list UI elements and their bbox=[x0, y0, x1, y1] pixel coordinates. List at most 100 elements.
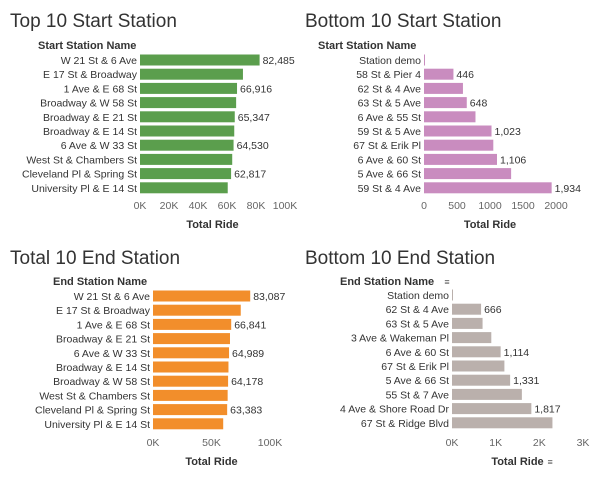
category-label: 67 St & Erik Pl bbox=[381, 361, 449, 373]
category-label: E 17 St & Broadway bbox=[43, 69, 138, 81]
bar[interactable] bbox=[452, 403, 532, 415]
panel-top-start: Top 10 Start Station Start Station Name W… bbox=[0, 0, 300, 240]
bar[interactable] bbox=[140, 153, 233, 165]
bar[interactable] bbox=[140, 125, 235, 137]
category-label: University Pl & E 14 St bbox=[31, 183, 137, 195]
bar[interactable] bbox=[140, 97, 237, 109]
chart-bottom-end: End Station Name ≡ Station demo 62 St & 4 A… bbox=[340, 276, 589, 468]
category-label: Broadway & W 58 St bbox=[40, 98, 137, 110]
bar[interactable] bbox=[424, 82, 463, 94]
bar[interactable] bbox=[452, 317, 483, 329]
x-tick-label: 1000 bbox=[478, 200, 502, 212]
category-label: 4 Ave & Shore Road Dr bbox=[340, 404, 449, 416]
category-header: Start Station Name bbox=[318, 40, 416, 52]
category-label: Broadway & E 14 St bbox=[56, 362, 150, 374]
data-label: 648 bbox=[470, 98, 488, 110]
bar[interactable] bbox=[452, 346, 501, 358]
bar[interactable] bbox=[140, 82, 238, 94]
bar[interactable] bbox=[424, 97, 467, 109]
category-label: 59 St & 4 Ave bbox=[358, 183, 422, 195]
bar[interactable] bbox=[452, 289, 453, 301]
bar[interactable] bbox=[153, 418, 224, 430]
data-label: 1,106 bbox=[500, 154, 526, 166]
data-label: 64,178 bbox=[231, 376, 263, 388]
category-label: 1 Ave & E 68 St bbox=[77, 319, 150, 331]
bar[interactable] bbox=[140, 68, 243, 80]
category-label: Broadway & E 21 St bbox=[43, 112, 137, 124]
bar[interactable] bbox=[140, 139, 234, 151]
bar[interactable] bbox=[153, 375, 229, 387]
category-label: Broadway & E 21 St bbox=[56, 334, 150, 346]
bar[interactable] bbox=[424, 111, 476, 123]
bar[interactable] bbox=[452, 374, 511, 386]
chart-title: Bottom 10 End Station bbox=[305, 248, 496, 269]
x-tick-label: 0K bbox=[446, 437, 459, 449]
bar[interactable] bbox=[140, 111, 235, 123]
category-label: 6 Ave & W 33 St bbox=[74, 348, 150, 360]
bar[interactable] bbox=[452, 303, 482, 315]
bar[interactable] bbox=[424, 168, 512, 180]
bar[interactable] bbox=[452, 332, 492, 344]
panel-bottom-start: Bottom 10 Start Station Start Station Na… bbox=[300, 0, 608, 240]
bar[interactable] bbox=[153, 304, 241, 316]
x-tick-label: 2K bbox=[533, 437, 546, 449]
bar[interactable] bbox=[153, 347, 230, 359]
category-label: West St & Chambers St bbox=[26, 154, 137, 166]
category-label: 6 Ave & 60 St bbox=[386, 347, 450, 359]
bar[interactable] bbox=[140, 182, 228, 194]
x-axis-label: Total Ride bbox=[491, 456, 543, 468]
category-header: Start Station Name bbox=[38, 40, 136, 52]
category-label: W 21 St & 6 Ave bbox=[74, 291, 150, 303]
x-tick-label: 20K bbox=[160, 200, 179, 212]
category-label: 3 Ave & Wakeman Pl bbox=[351, 333, 449, 345]
category-label: 5 Ave & 66 St bbox=[358, 169, 422, 181]
bar[interactable] bbox=[153, 361, 229, 373]
bar[interactable] bbox=[424, 54, 425, 66]
bar[interactable] bbox=[153, 290, 251, 302]
x-tick-label: 0K bbox=[134, 200, 147, 212]
panel-bottom-end: Bottom 10 End Station End Station Name ≡ S… bbox=[300, 240, 608, 482]
chart-top-end: End Station Name W 21 St & 6 Ave 83,087 E 1… bbox=[35, 276, 285, 468]
bar[interactable] bbox=[424, 139, 494, 151]
bar[interactable] bbox=[153, 318, 232, 330]
category-label: 6 Ave & 55 St bbox=[358, 112, 422, 124]
data-label: 1,114 bbox=[504, 347, 530, 359]
bar[interactable] bbox=[153, 333, 230, 345]
category-label: 63 St & 5 Ave bbox=[386, 318, 450, 330]
x-tick-label: 2000 bbox=[544, 200, 568, 212]
x-tick-label: 1500 bbox=[511, 200, 535, 212]
data-label: 62,817 bbox=[234, 169, 266, 181]
data-label: 82,485 bbox=[263, 55, 295, 67]
bar[interactable] bbox=[424, 125, 492, 137]
bar[interactable] bbox=[452, 388, 522, 400]
bar[interactable] bbox=[153, 404, 228, 416]
category-label: 55 St & 7 Ave bbox=[386, 389, 450, 401]
bar[interactable] bbox=[140, 168, 232, 180]
chart-bottom-start: Start Station Name Station demo 58 St & Pi… bbox=[318, 40, 581, 231]
category-label: 59 St & 5 Ave bbox=[358, 126, 422, 138]
bar[interactable] bbox=[153, 389, 228, 401]
category-header: End Station Name bbox=[340, 276, 434, 288]
data-label: 65,347 bbox=[238, 112, 270, 124]
category-label: 67 St & Erik Pl bbox=[353, 140, 421, 152]
category-label: 5 Ave & 66 St bbox=[386, 375, 450, 387]
x-tick-label: 50K bbox=[202, 437, 221, 449]
category-label: 1 Ave & E 68 St bbox=[64, 83, 137, 95]
sort-icon[interactable]: ≡ bbox=[548, 457, 553, 467]
category-label: W 21 St & 6 Ave bbox=[61, 55, 137, 67]
data-label: 66,916 bbox=[240, 83, 272, 95]
x-tick-label: 60K bbox=[218, 200, 237, 212]
bar[interactable] bbox=[452, 360, 505, 372]
sort-icon[interactable]: ≡ bbox=[444, 277, 449, 287]
category-label: 63 St & 5 Ave bbox=[358, 98, 422, 110]
bar[interactable] bbox=[424, 153, 497, 165]
bar[interactable] bbox=[140, 54, 260, 66]
x-axis-label: Total Ride bbox=[464, 219, 516, 231]
x-tick-label: 100K bbox=[258, 437, 283, 449]
bar[interactable] bbox=[452, 417, 553, 429]
category-label: 58 St & Pier 4 bbox=[356, 69, 421, 81]
x-axis-label: Total Ride bbox=[185, 456, 237, 468]
bar[interactable] bbox=[424, 68, 454, 80]
data-label: 1,934 bbox=[555, 183, 581, 195]
bar[interactable] bbox=[424, 182, 552, 194]
